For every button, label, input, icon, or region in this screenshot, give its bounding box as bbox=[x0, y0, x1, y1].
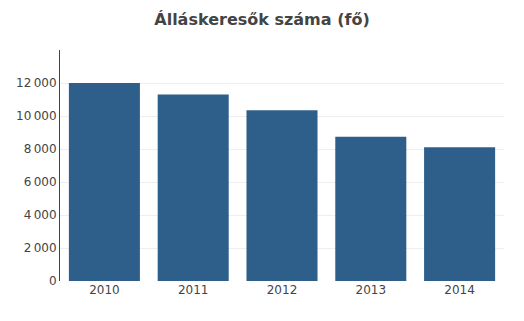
svg-text:2012: 2012 bbox=[267, 283, 298, 297]
svg-text:6 000: 6 000 bbox=[24, 175, 57, 189]
svg-text:0: 0 bbox=[49, 274, 57, 288]
svg-text:Álláskeresők száma (fő): Álláskeresők száma (fő) bbox=[154, 10, 369, 29]
svg-text:2 000: 2 000 bbox=[24, 241, 57, 255]
svg-text:2013: 2013 bbox=[356, 283, 387, 297]
svg-text:2010: 2010 bbox=[89, 283, 120, 297]
svg-text:10 000: 10 000 bbox=[16, 109, 57, 123]
svg-text:8 000: 8 000 bbox=[24, 142, 57, 156]
svg-text:2014: 2014 bbox=[444, 283, 475, 297]
svg-text:12 000: 12 000 bbox=[16, 76, 57, 90]
svg-text:2011: 2011 bbox=[178, 283, 209, 297]
svg-text:4 000: 4 000 bbox=[24, 208, 57, 222]
